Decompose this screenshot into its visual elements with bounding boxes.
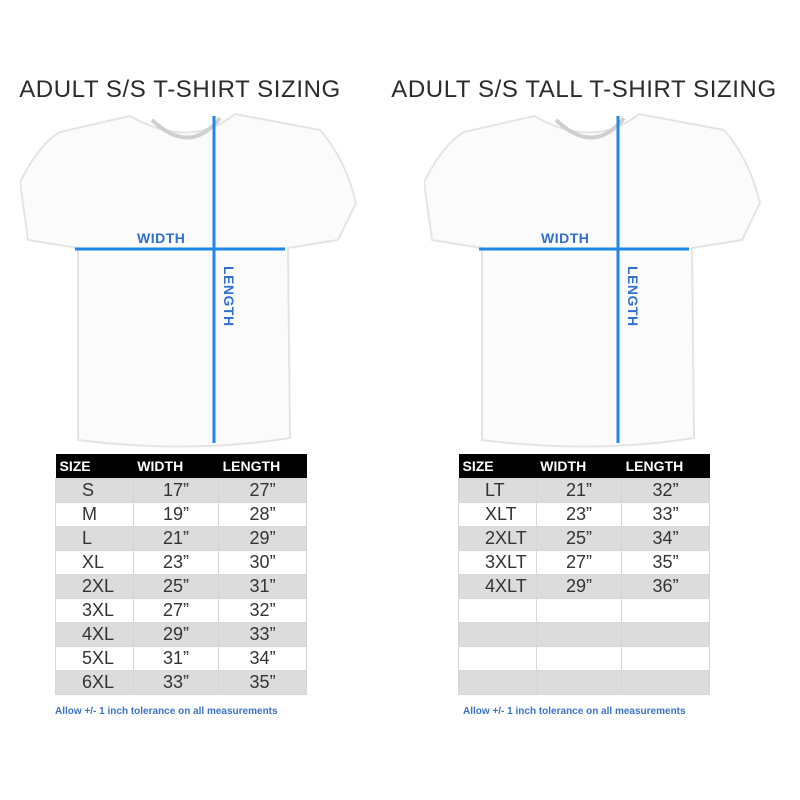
table-row: 4XLT 29” 36” bbox=[458, 574, 710, 599]
width-cell: 17” bbox=[132, 478, 220, 503]
column-header: SIZE bbox=[458, 454, 537, 479]
table-row: S 17” 27” bbox=[55, 478, 307, 503]
left-title: ADULT S/S T-SHIRT SIZING bbox=[19, 76, 341, 103]
length-cell: 33” bbox=[218, 622, 307, 647]
size-cell bbox=[458, 622, 537, 647]
size-cell: XL bbox=[55, 550, 134, 575]
column-header: WIDTH bbox=[536, 454, 622, 479]
size-cell: 4XLT bbox=[458, 574, 537, 599]
table-row: LT 21” 32” bbox=[458, 478, 710, 503]
size-cell: L bbox=[55, 526, 134, 551]
length-cell: 33” bbox=[621, 502, 710, 527]
table-row: 3XLT 27” 35” bbox=[458, 550, 710, 575]
tolerance-note-left: Allow +/- 1 inch tolerance on all measur… bbox=[55, 706, 278, 717]
size-cell: S bbox=[55, 478, 134, 503]
length-cell: 32” bbox=[621, 478, 710, 503]
size-cell: 3XLT bbox=[458, 550, 537, 575]
width-cell: 31” bbox=[132, 646, 220, 671]
size-cell: 5XL bbox=[55, 646, 134, 671]
column-header: SIZE bbox=[55, 454, 134, 479]
tolerance-note-right: Allow +/- 1 inch tolerance on all measur… bbox=[463, 706, 686, 717]
table-row: 3XL 27” 32” bbox=[55, 598, 307, 623]
table-row: 4XL 29” 33” bbox=[55, 622, 307, 647]
width-cell: 21” bbox=[132, 526, 220, 551]
table-header: SIZE WIDTH LENGTH bbox=[458, 454, 710, 479]
table-row: XLT 23” 33” bbox=[458, 502, 710, 527]
width-cell bbox=[535, 598, 623, 623]
length-cell: 32” bbox=[218, 598, 307, 623]
tshirt-image-left bbox=[20, 112, 358, 448]
size-cell: 4XL bbox=[55, 622, 134, 647]
width-cell bbox=[535, 670, 623, 695]
column-header: LENGTH bbox=[621, 454, 710, 479]
table-row: L 21” 29” bbox=[55, 526, 307, 551]
size-cell bbox=[458, 598, 537, 623]
width-cell: 29” bbox=[535, 574, 623, 599]
width-cell: 33” bbox=[132, 670, 220, 695]
length-cell bbox=[621, 598, 710, 623]
width-cell: 29” bbox=[132, 622, 220, 647]
size-cell: 6XL bbox=[55, 670, 134, 695]
width-label-right: WIDTH bbox=[541, 230, 590, 246]
table-row: 6XL 33” 35” bbox=[55, 670, 307, 695]
table-row: 2XL 25” 31” bbox=[55, 574, 307, 599]
width-cell: 27” bbox=[535, 550, 623, 575]
table-row bbox=[458, 622, 710, 647]
width-label-left: WIDTH bbox=[137, 230, 186, 246]
size-table-right: SIZE WIDTH LENGTH LT 21” 32” XLT 23” 33” 2XLT 25” 3… bbox=[458, 454, 710, 695]
size-cell: LT bbox=[458, 478, 537, 503]
width-cell: 25” bbox=[132, 574, 220, 599]
width-cell bbox=[535, 646, 623, 671]
width-cell: 19” bbox=[132, 502, 220, 527]
length-cell: 35” bbox=[621, 550, 710, 575]
length-cell: 34” bbox=[621, 526, 710, 551]
table-row bbox=[458, 598, 710, 623]
column-header: LENGTH bbox=[218, 454, 307, 479]
width-cell: 23” bbox=[132, 550, 220, 575]
length-label-right: LENGTH bbox=[625, 266, 641, 327]
width-cell: 27” bbox=[132, 598, 220, 623]
length-cell: 35” bbox=[218, 670, 307, 695]
table-header: SIZE WIDTH LENGTH bbox=[55, 454, 307, 479]
size-table-left: SIZE WIDTH LENGTH S 17” 27” M 19” 28” L 21” 29” XL 23… bbox=[55, 454, 307, 695]
size-cell: 2XLT bbox=[458, 526, 537, 551]
length-cell: 28” bbox=[218, 502, 307, 527]
right-title: ADULT S/S TALL T-SHIRT SIZING bbox=[391, 76, 777, 103]
length-cell: 36” bbox=[621, 574, 710, 599]
length-cell: 29” bbox=[218, 526, 307, 551]
length-cell: 30” bbox=[218, 550, 307, 575]
length-cell bbox=[621, 622, 710, 647]
table-row: 2XLT 25” 34” bbox=[458, 526, 710, 551]
length-label-left: LENGTH bbox=[221, 266, 237, 327]
length-cell: 27” bbox=[218, 478, 307, 503]
table-row bbox=[458, 670, 710, 695]
size-cell: 2XL bbox=[55, 574, 134, 599]
width-cell bbox=[535, 622, 623, 647]
length-cell bbox=[621, 670, 710, 695]
length-cell bbox=[621, 646, 710, 671]
size-cell: XLT bbox=[458, 502, 537, 527]
table-row bbox=[458, 646, 710, 671]
table-row: M 19” 28” bbox=[55, 502, 307, 527]
width-cell: 23” bbox=[535, 502, 623, 527]
length-cell: 34” bbox=[218, 646, 307, 671]
width-cell: 21” bbox=[535, 478, 623, 503]
size-cell bbox=[458, 670, 537, 695]
size-cell bbox=[458, 646, 537, 671]
table-row: XL 23” 30” bbox=[55, 550, 307, 575]
size-cell: M bbox=[55, 502, 134, 527]
table-row: 5XL 31” 34” bbox=[55, 646, 307, 671]
length-cell: 31” bbox=[218, 574, 307, 599]
size-cell: 3XL bbox=[55, 598, 134, 623]
column-header: WIDTH bbox=[133, 454, 219, 479]
tshirt-image-right bbox=[424, 112, 762, 448]
width-cell: 25” bbox=[535, 526, 623, 551]
